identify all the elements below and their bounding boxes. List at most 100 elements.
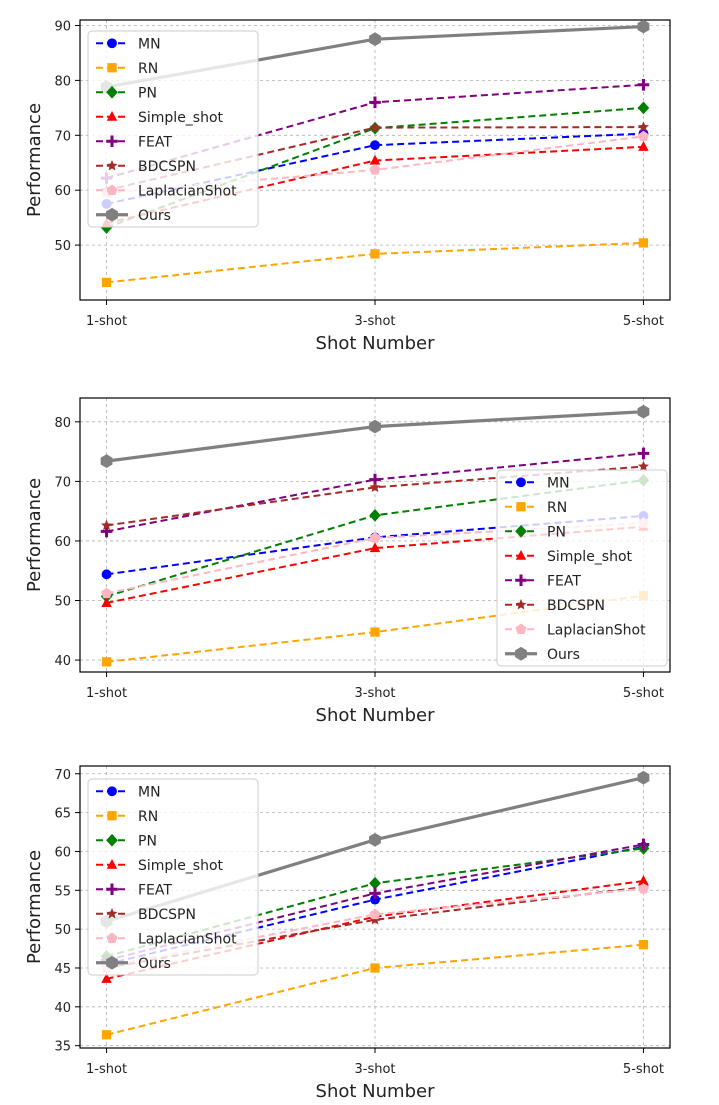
legend-item-pn: PN <box>96 85 157 101</box>
series-bdcspn <box>101 460 649 531</box>
data-point-bdcspn <box>637 460 649 472</box>
data-point-laplacianshot <box>637 882 649 894</box>
legend-label: LaplacianShot <box>138 183 237 199</box>
legend-label: FEAT <box>138 882 172 898</box>
legend-marker <box>106 159 118 171</box>
data-point-simple-shot <box>369 154 381 165</box>
legend-marker <box>106 110 118 121</box>
y-tick-label: 50 <box>54 239 71 254</box>
legend-label: FEAT <box>138 134 172 150</box>
data-point-mn <box>370 894 380 905</box>
x-tick-label: 1-shot <box>86 686 127 701</box>
data-point-ours <box>637 404 650 419</box>
data-point-ours <box>637 770 650 785</box>
data-point-laplacianshot <box>369 532 381 543</box>
legend-item-ours: Ours <box>96 956 171 972</box>
y-tick-label: 70 <box>54 768 71 783</box>
x-tick-label: 5-shot <box>623 1062 664 1077</box>
y-tick-label: 35 <box>54 1040 71 1055</box>
legend-item-feat: FEAT <box>96 134 172 150</box>
legend-marker <box>515 549 527 560</box>
data-point-feat <box>637 838 650 851</box>
chart-3: 35 40 45 50 55 60 65 70 1-shot 3-shot 5-shot Shot N… <box>24 765 671 1102</box>
legend-label: Ours <box>138 208 171 224</box>
legend: MN RN PN Simple_shot FEAT BDCSPN LaplacianShot… <box>87 30 259 228</box>
legend-label: MN <box>138 784 161 800</box>
data-point-rn <box>101 277 112 288</box>
y-tick-label: 80 <box>54 416 71 431</box>
legend-marker <box>107 63 117 73</box>
legend-label: LaplacianShot <box>547 622 646 638</box>
y-tick-label: 50 <box>54 923 71 938</box>
y-tick-label: 60 <box>54 535 71 550</box>
legend-label: RN <box>138 61 158 77</box>
legend-item-rn: RN <box>96 61 158 77</box>
x-tick-label: 5-shot <box>623 686 664 701</box>
y-tick-label: 40 <box>54 654 71 669</box>
y-axis-label: Performance <box>24 478 45 592</box>
legend-label: Ours <box>547 647 580 663</box>
y-tick-label: 45 <box>54 962 71 977</box>
data-point-rn <box>370 249 380 259</box>
legend-label: BDCSPN <box>138 907 196 923</box>
data-point-pn <box>369 876 381 890</box>
data-point-rn <box>101 1030 112 1040</box>
data-point-simple-shot <box>369 542 381 553</box>
data-point-rn <box>638 238 649 248</box>
chart-1: 50 60 70 80 90 1-shot 3-shot 5-shot Shot Number P… <box>24 19 671 354</box>
data-point-rn <box>638 940 649 950</box>
y-tick-label: 40 <box>54 1001 71 1016</box>
legend-item-simple-shot: Simple_shot <box>96 858 224 874</box>
data-point-ours <box>637 19 650 34</box>
legend-label: BDCSPN <box>547 598 605 614</box>
data-point-ours <box>369 832 381 847</box>
legend-marker <box>106 883 118 896</box>
data-point-bdcspn <box>369 481 381 493</box>
legend-label: RN <box>547 500 567 516</box>
y-tick-label: 70 <box>54 129 71 144</box>
data-point-pn <box>637 101 650 115</box>
legend-item-ours: Ours <box>96 208 171 224</box>
legend-item-ours: Ours <box>505 647 580 663</box>
legend-label: BDCSPN <box>138 159 196 175</box>
data-point-simple-shot <box>101 973 112 983</box>
legend-box <box>496 469 668 667</box>
legend-marker <box>515 646 527 661</box>
series-ours <box>100 404 650 468</box>
legend: MN RN PN Simple_shot FEAT BDCSPN LaplacianShot… <box>87 778 259 976</box>
legend-label: Simple_shot <box>547 549 633 565</box>
legend-label: PN <box>138 833 157 849</box>
legend-marker <box>106 955 118 970</box>
data-point-ours <box>100 454 113 468</box>
data-point-feat <box>369 887 381 900</box>
data-point-feat <box>369 96 381 109</box>
y-tick-label: 60 <box>54 184 71 199</box>
legend-item-feat: FEAT <box>505 573 581 589</box>
data-point-rn <box>370 627 380 637</box>
data-point-simple-shot <box>638 141 649 151</box>
x-axis-label: Shot Number <box>316 333 436 354</box>
legend-item-laplacianshot: LaplacianShot <box>96 183 237 199</box>
y-tick-label: 80 <box>54 74 71 89</box>
legend-item-simple-shot: Simple_shot <box>505 549 633 565</box>
legend-marker <box>106 907 118 919</box>
legend-marker <box>106 184 118 195</box>
legend-item-laplacianshot: LaplacianShot <box>505 622 646 638</box>
legend-label: RN <box>138 809 158 825</box>
data-point-pn <box>369 508 381 522</box>
legend-label: PN <box>547 524 566 540</box>
y-axis-label: Performance <box>24 850 45 964</box>
legend-box <box>87 778 259 976</box>
legend-marker <box>107 811 117 821</box>
legend-item-rn: RN <box>96 809 158 825</box>
legend-label: MN <box>547 475 570 491</box>
legend-marker <box>106 932 118 943</box>
data-point-simple-shot <box>101 597 112 607</box>
data-point-rn <box>101 657 112 667</box>
x-axis-label: Shot Number <box>316 1081 436 1102</box>
legend-item-laplacianshot: LaplacianShot <box>96 931 237 947</box>
data-point-rn <box>370 963 380 973</box>
legend-marker <box>516 477 526 488</box>
series-rn <box>101 238 649 288</box>
